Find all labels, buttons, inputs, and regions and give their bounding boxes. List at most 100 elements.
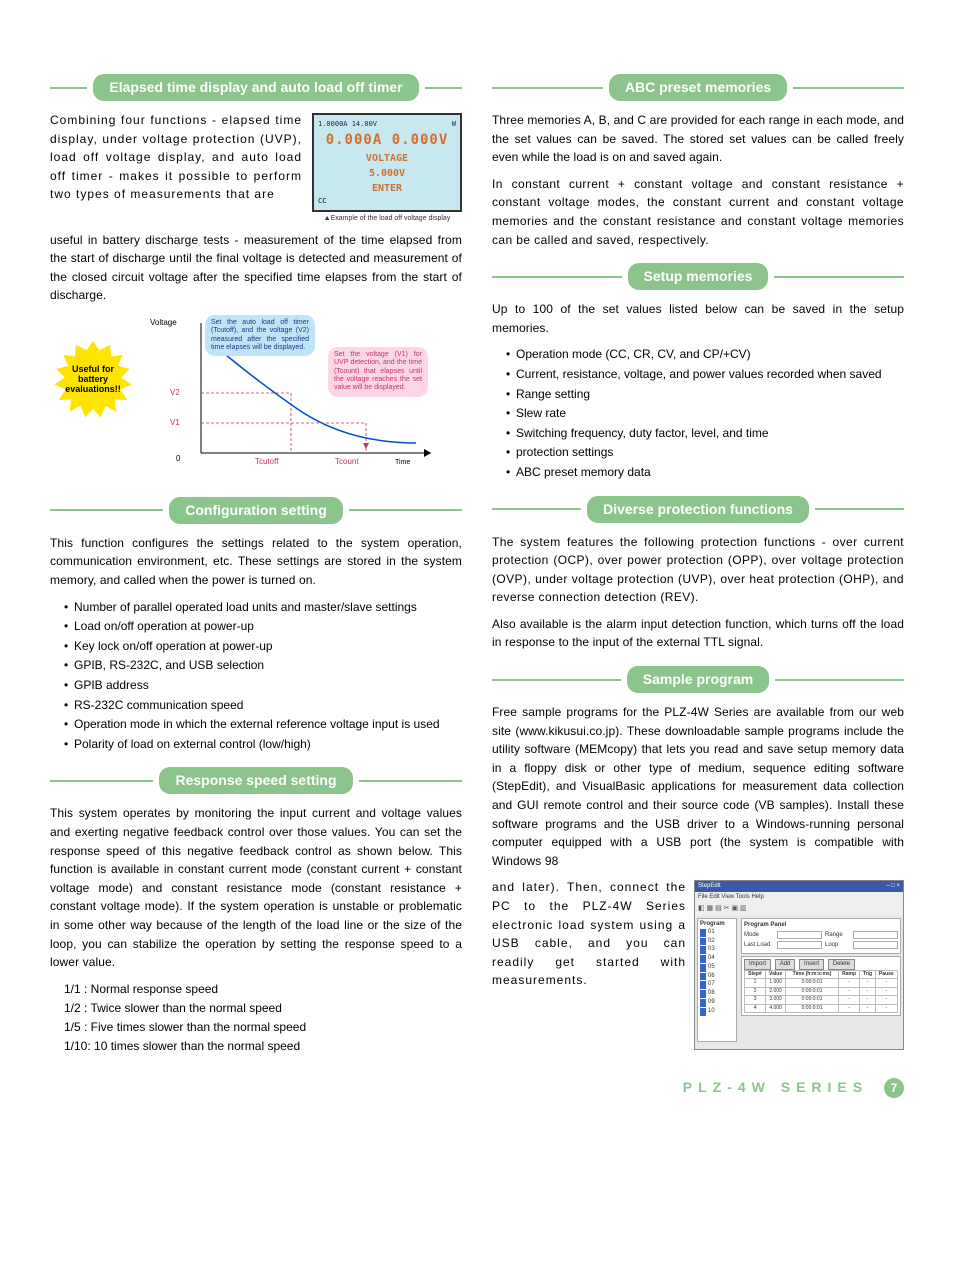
page-number: 7 — [884, 1078, 904, 1098]
list-item: protection settings — [506, 443, 904, 462]
sample-wrap: StepEdit– □ × File Edit View Tools Help … — [492, 878, 904, 1050]
tree-item: 10 — [700, 1008, 734, 1016]
bubble-blue: Set the auto load off timer (Tcutoff), a… — [205, 315, 315, 357]
soft-title: StepEdit — [698, 882, 721, 891]
list-item: Polarity of load on external control (lo… — [64, 735, 462, 754]
protect-p2: Also available is the alarm input detect… — [492, 615, 904, 652]
abc-p1: Three memories A, B, and C are provided … — [492, 111, 904, 167]
fld: Last Load — [744, 941, 774, 950]
label-v2: V2 — [170, 387, 180, 399]
page-columns: Elapsed time display and auto load off t… — [50, 60, 904, 1057]
sbtn: Insert — [799, 959, 824, 970]
lcd-l4: 5.000V — [318, 166, 456, 181]
lcd-l3: VOLTAGE — [318, 151, 456, 166]
tree-item: 09 — [700, 999, 734, 1007]
lcd-l2a: 0.000A — [326, 132, 383, 148]
lcd-l2b: 0.000V — [392, 132, 449, 148]
soft-table: Step# Value Time (h:m:s:ms) Ramp Trig Pa… — [744, 970, 898, 1014]
soft-toolbar: ◧ ▦ ▤ ✂ ▣ ▥ — [695, 903, 903, 916]
lcd-caption: ▲Example of the load off voltage display — [312, 214, 462, 225]
list-item: Current, resistance, voltage, and power … — [506, 365, 904, 384]
lcd-image: 1.0000A 14.00V W 0.000A 0.000V VOLTAGE 5… — [312, 113, 462, 225]
heading-protect: Diverse protection functions — [492, 496, 904, 523]
list-item: GPIB, RS-232C, and USB selection — [64, 656, 462, 675]
label-tcount: Tcount — [335, 456, 359, 468]
heading-config: Configuration setting — [50, 497, 462, 524]
list-item: Load on/off operation at power-up — [64, 617, 462, 636]
sbtn: Add — [775, 959, 796, 970]
list-item: Operation mode in which the external ref… — [64, 715, 462, 734]
label-zero: 0 — [176, 453, 180, 465]
sbtn: Import — [744, 959, 771, 970]
left-column: Elapsed time display and auto load off t… — [50, 60, 462, 1057]
setup-p: Up to 100 of the set values listed below… — [492, 300, 904, 337]
tree-root: Program — [700, 921, 734, 929]
list-item: Operation mode (CC, CR, CV, and CP/+CV) — [506, 345, 904, 364]
software-screenshot: StepEdit– □ × File Edit View Tools Help … — [694, 880, 904, 1050]
list-item: GPIB address — [64, 676, 462, 695]
protect-p1: The system features the following protec… — [492, 533, 904, 607]
th: Pause — [875, 970, 897, 979]
sec1-body: 1.0000A 14.00V W 0.000A 0.000V VOLTAGE 5… — [50, 111, 462, 231]
config-list: Number of parallel operated load units a… — [50, 598, 462, 754]
speed-item: 1/5 : Five times slower than the normal … — [64, 1018, 462, 1037]
th: Ramp — [838, 970, 859, 979]
fld: Loop — [825, 941, 850, 950]
heading-label: Setup memories — [628, 263, 769, 290]
list-item: RS-232C communication speed — [64, 696, 462, 715]
lcd-bottom: CC — [318, 196, 456, 207]
tree-item: 07 — [700, 981, 734, 989]
heading-label: Elapsed time display and auto load off t… — [93, 74, 418, 101]
fld: Mode — [744, 931, 774, 940]
list-item: ABC preset memory data — [506, 463, 904, 482]
speed-item: 1/1 : Normal response speed — [64, 980, 462, 999]
heading-label: Sample program — [627, 666, 769, 693]
tree-item: 02 — [700, 938, 734, 946]
label-tcutoff: Tcutoff — [255, 456, 278, 468]
lcd-top-right: W — [452, 119, 456, 130]
window-controls-icon: – □ × — [886, 882, 900, 891]
list-item: Slew rate — [506, 404, 904, 423]
lcd-l5: ENTER — [318, 181, 456, 196]
sec1-p2: useful in battery discharge tests - meas… — [50, 231, 462, 305]
fld: Range — [825, 931, 850, 940]
th: Trig — [860, 970, 875, 979]
tree-item: 04 — [700, 955, 734, 963]
tree-item: 06 — [700, 973, 734, 981]
list-item: Switching frequency, duty factor, level,… — [506, 424, 904, 443]
heading-label: Configuration setting — [169, 497, 343, 524]
tree-item: 03 — [700, 946, 734, 954]
sec2-p: This function configures the settings re… — [50, 534, 462, 590]
list-item: Number of parallel operated load units a… — [64, 598, 462, 617]
sbtn: Delete — [828, 959, 855, 970]
label-v1: V1 — [170, 417, 180, 429]
heading-sample: Sample program — [492, 666, 904, 693]
sample-p1: Free sample programs for the PLZ-4W Seri… — [492, 703, 904, 870]
list-item: Key lock on/off operation at power-up — [64, 637, 462, 656]
th: Time (h:m:s:ms) — [786, 970, 839, 979]
soft-menu: File Edit View Tools Help — [695, 892, 903, 903]
heading-label: ABC preset memories — [609, 74, 787, 101]
speed-item: 1/10: 10 times slower than the normal sp… — [64, 1037, 462, 1056]
discharge-diagram: Useful for battery evaluations!! Voltage… — [50, 313, 462, 483]
heading-label: Response speed setting — [159, 767, 352, 794]
abc-p2: In constant current + constant voltage a… — [492, 175, 904, 249]
soft-tree: Program 01 02 03 04 05 06 07 08 09 10 — [697, 918, 737, 1042]
th: Step# — [745, 970, 766, 979]
sec3-p: This system operates by monitoring the i… — [50, 804, 462, 971]
heading-setup: Setup memories — [492, 263, 904, 290]
heading-response: Response speed setting — [50, 767, 462, 794]
step-panel: Import Add Insert Delete — [744, 959, 898, 970]
right-column: ABC preset memories Three memories A, B,… — [492, 60, 904, 1057]
panel-title: Program Panel — [744, 921, 898, 930]
setup-list: Operation mode (CC, CR, CV, and CP/+CV) … — [492, 345, 904, 481]
bubble-pink: Set the voltage (V1) for UVP detection, … — [328, 347, 428, 397]
lcd-top-left: 1.0000A 14.00V — [318, 119, 377, 130]
tree-item: 01 — [700, 929, 734, 937]
speed-item: 1/2 : Twice slower than the normal speed — [64, 999, 462, 1018]
series-label: PLZ-4W SERIES — [683, 1079, 868, 1095]
speed-list: 1/1 : Normal response speed 1/2 : Twice … — [50, 980, 462, 1057]
heading-abc: ABC preset memories — [492, 74, 904, 101]
page-footer: PLZ-4W SERIES 7 — [50, 1077, 904, 1098]
axis-voltage: Voltage — [150, 317, 177, 329]
